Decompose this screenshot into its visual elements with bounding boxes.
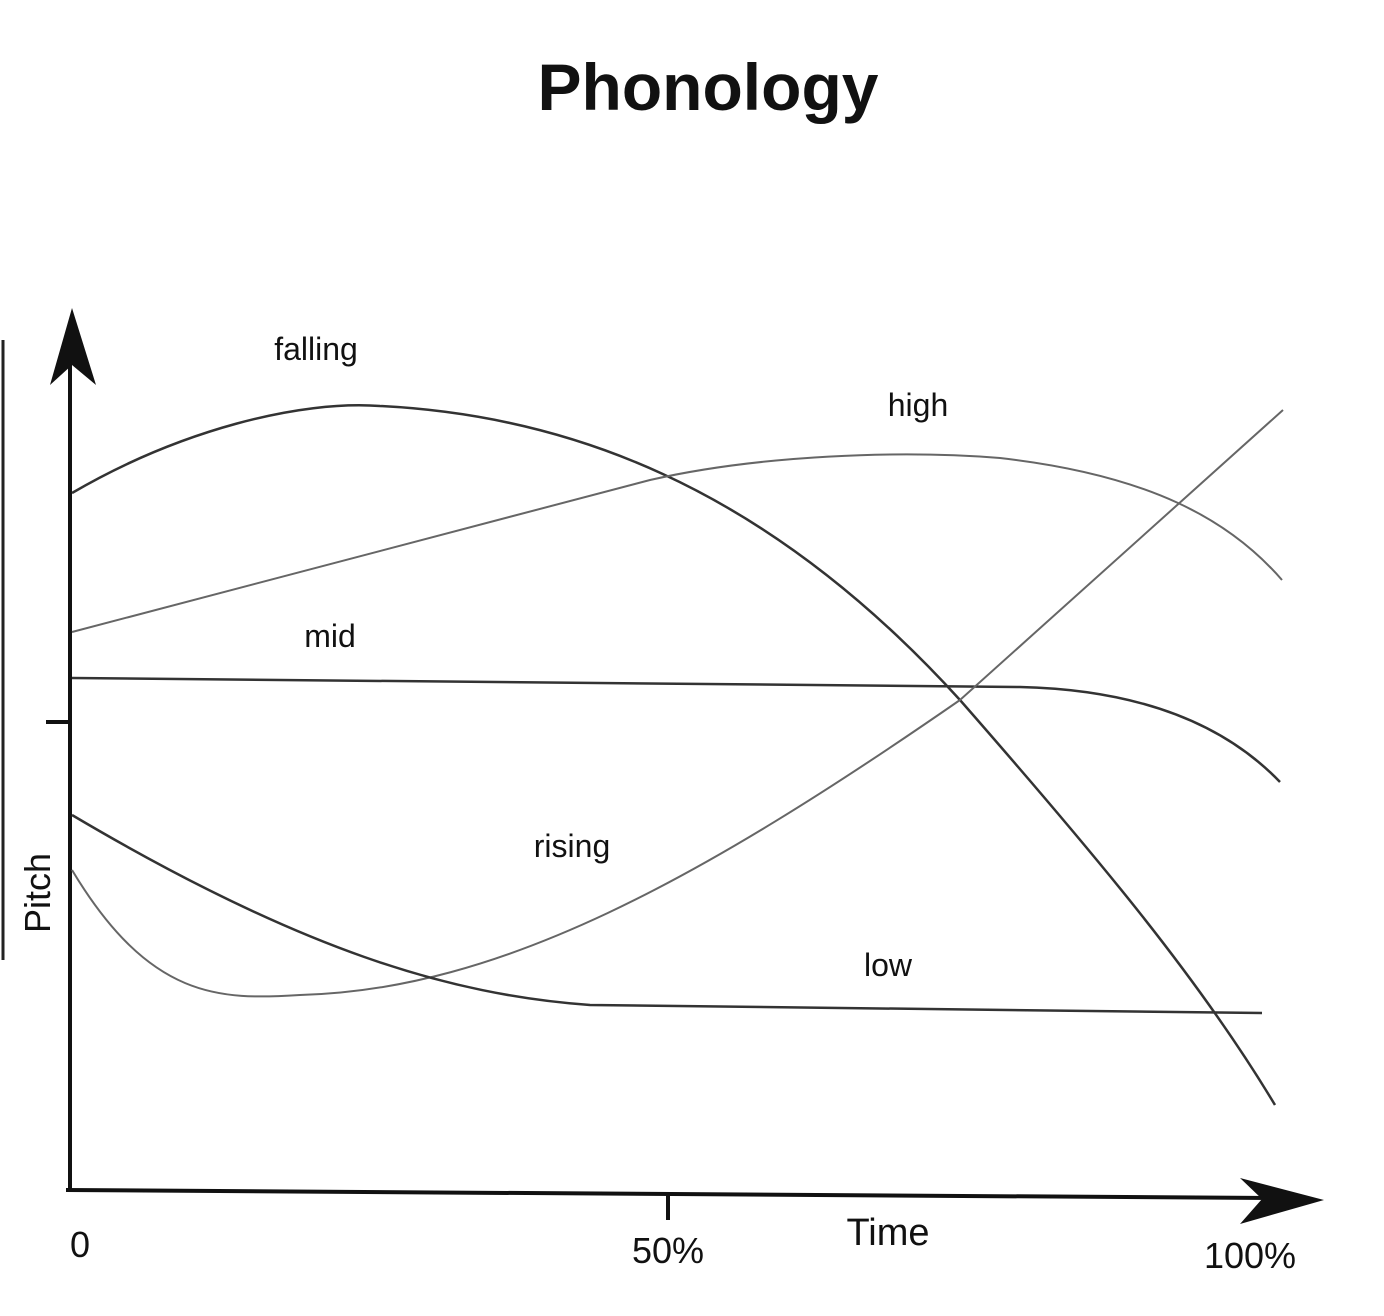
y-label: Pitch xyxy=(17,853,58,933)
title: Phonology xyxy=(538,50,879,124)
x-arrow xyxy=(1240,1178,1324,1224)
x-label: Time xyxy=(846,1212,929,1254)
x-tick-label: 100% xyxy=(1204,1235,1296,1276)
curve-label: low xyxy=(864,947,913,983)
curve-mid xyxy=(71,676,1281,783)
curve-label: rising xyxy=(534,828,610,864)
curve-falling xyxy=(71,404,1277,1106)
curve-high xyxy=(71,453,1283,633)
curve-label: high xyxy=(888,387,949,423)
x-tick-label: 0 xyxy=(70,1224,90,1265)
curve-low xyxy=(71,813,1263,1015)
curve-label: mid xyxy=(304,618,356,654)
x-tick-label: 50% xyxy=(632,1230,704,1271)
curve-rising xyxy=(71,409,1284,998)
y-arrow xyxy=(50,308,96,385)
curve-label: falling xyxy=(274,331,358,367)
